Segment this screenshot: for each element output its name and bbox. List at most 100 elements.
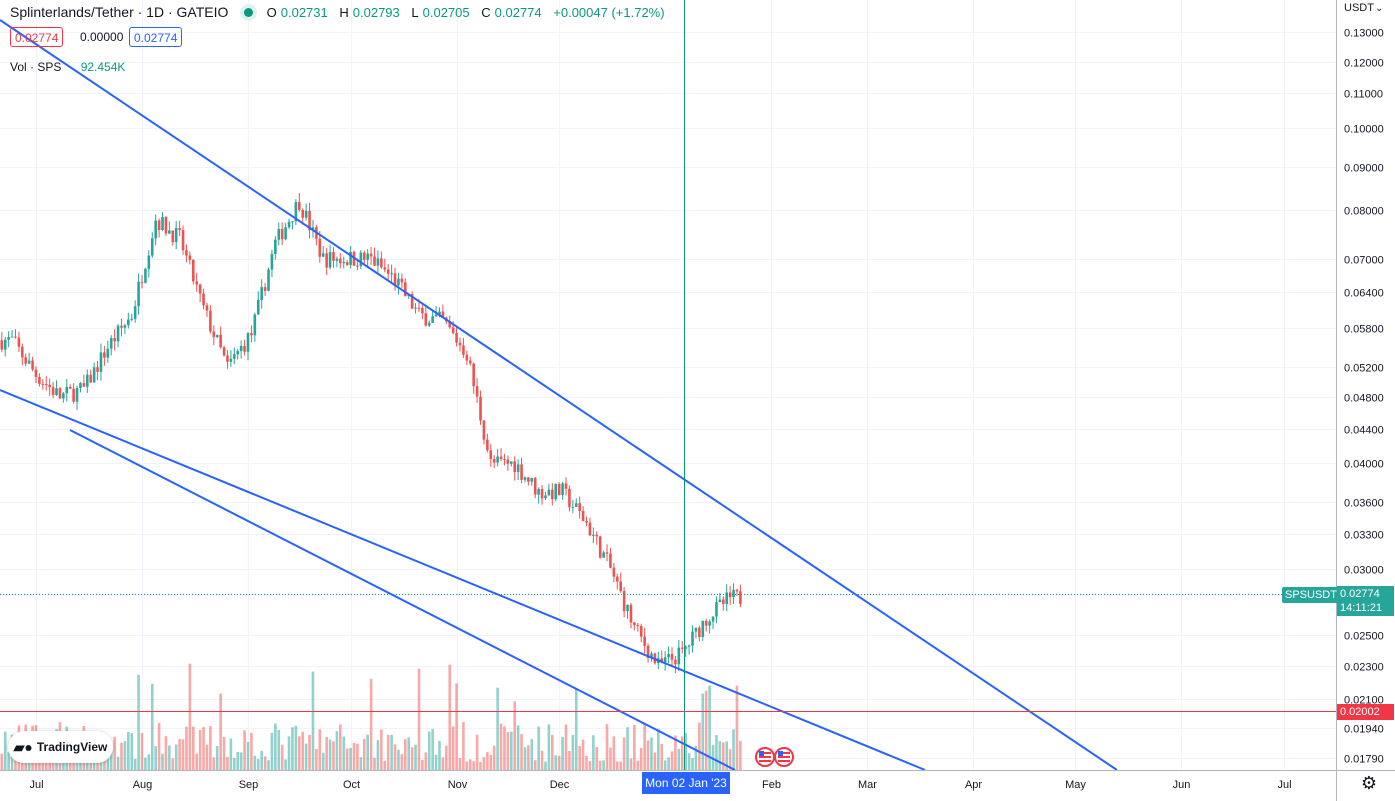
volume-bar (239, 752, 243, 770)
candle-body (256, 299, 260, 315)
volume-bar (137, 674, 140, 770)
trendlines[interactable] (0, 19, 1118, 771)
volume-bar (147, 754, 151, 770)
volume-bar (468, 759, 472, 770)
candle-body (701, 620, 705, 638)
volume-label: Vol · SPS (10, 60, 62, 74)
candle-body (615, 576, 619, 582)
volume-bar (270, 732, 274, 770)
candles (0, 193, 742, 674)
settings-gear-icon[interactable]: ⚙ (1360, 773, 1377, 793)
sell-price-box[interactable]: 0.02774 (10, 27, 64, 47)
price-tick-label: 0.04000 (1344, 459, 1384, 471)
candle-body (728, 592, 732, 598)
volume-bar (188, 663, 192, 770)
volume-bar (181, 739, 185, 770)
volume-bar (663, 760, 667, 770)
volume-bar (612, 736, 616, 770)
time-tick-label: May (1065, 779, 1086, 791)
tradingview-logo[interactable]: ▰● TradingView (8, 731, 113, 763)
candle-body (557, 483, 561, 496)
volume-bar (359, 757, 363, 770)
volume-bar (571, 734, 575, 770)
candle-body (147, 255, 151, 269)
ohlc-change: +0.00047 (+1.72%) (553, 5, 665, 20)
candle-body (10, 336, 14, 338)
volume-bar (728, 749, 732, 770)
candle-body (51, 387, 55, 395)
candle-body (21, 346, 24, 358)
volume-bar (219, 693, 222, 770)
volume-bar (496, 687, 499, 770)
buy-price-box[interactable]: 0.02774 (129, 27, 183, 47)
candle-body (629, 604, 633, 623)
volume-bar (318, 729, 322, 770)
volume-bar (489, 754, 493, 770)
volume-bar (407, 737, 411, 770)
symbol-title[interactable]: Splinterlands/Tether · 1D · GATEIO (10, 4, 229, 20)
time-tick-label: Apr (965, 779, 982, 791)
candle-body (178, 227, 181, 231)
volume-bar (564, 724, 568, 770)
candle-body (328, 252, 332, 268)
candle-body (516, 464, 520, 473)
volume-bar (294, 725, 298, 770)
candle-body (633, 622, 636, 626)
volume-bar (458, 757, 462, 770)
candle-body (680, 647, 684, 649)
candle-body (421, 307, 424, 314)
volume-bar (602, 760, 605, 770)
volume-bar (250, 732, 253, 770)
candle-body (267, 269, 270, 291)
candle-body (164, 216, 168, 234)
volume-bar (448, 664, 452, 770)
volume-bar (739, 740, 742, 770)
volume-bar (499, 723, 503, 770)
candle-body (82, 383, 86, 387)
volume-bar (325, 736, 328, 770)
volume-bar (185, 726, 188, 770)
candle-body (68, 386, 72, 389)
candle-body (482, 420, 486, 440)
candle-body (438, 311, 441, 315)
event-flags[interactable] (755, 747, 794, 767)
candle-body (205, 305, 209, 311)
volume-bar (260, 750, 263, 770)
candle-body (7, 336, 10, 340)
candle-body (243, 346, 246, 352)
volume-bar (544, 761, 547, 770)
symbol-legend: Splinterlands/Tether · 1D · GATEIO O 0.02… (10, 4, 669, 20)
volume-bar (643, 723, 646, 770)
volume-bar (479, 761, 482, 770)
candle-body (410, 293, 414, 309)
candle-body (72, 388, 75, 402)
candle-body (458, 342, 462, 346)
candle-body (308, 210, 311, 231)
candle-body (465, 354, 469, 361)
volume-bar (615, 761, 619, 770)
volume-bar (520, 734, 523, 770)
volume-legend: Vol · SPS 92.454K (10, 60, 125, 74)
volume-value: 92.454K (80, 60, 126, 74)
candle-body (103, 352, 106, 358)
volume-bar (592, 735, 595, 770)
volume-bar (7, 752, 10, 770)
candle-body (588, 522, 592, 536)
volume-bar (130, 733, 134, 770)
candle-body (386, 269, 390, 274)
volume-bar (157, 723, 161, 770)
candle-body (578, 503, 581, 512)
candle-body (530, 477, 534, 482)
candle-body (383, 267, 387, 270)
candle-body (646, 645, 650, 658)
candle-body (195, 281, 199, 285)
volume-bar (598, 760, 602, 770)
volume-bar (605, 724, 609, 770)
price-tick-label: 0.08000 (1344, 206, 1384, 218)
volume-bar (574, 688, 578, 770)
price-tick-label: 0.10000 (1344, 124, 1384, 136)
volume-bar (356, 743, 359, 770)
volume-bar (523, 747, 527, 770)
trendline-lower (69, 429, 736, 771)
